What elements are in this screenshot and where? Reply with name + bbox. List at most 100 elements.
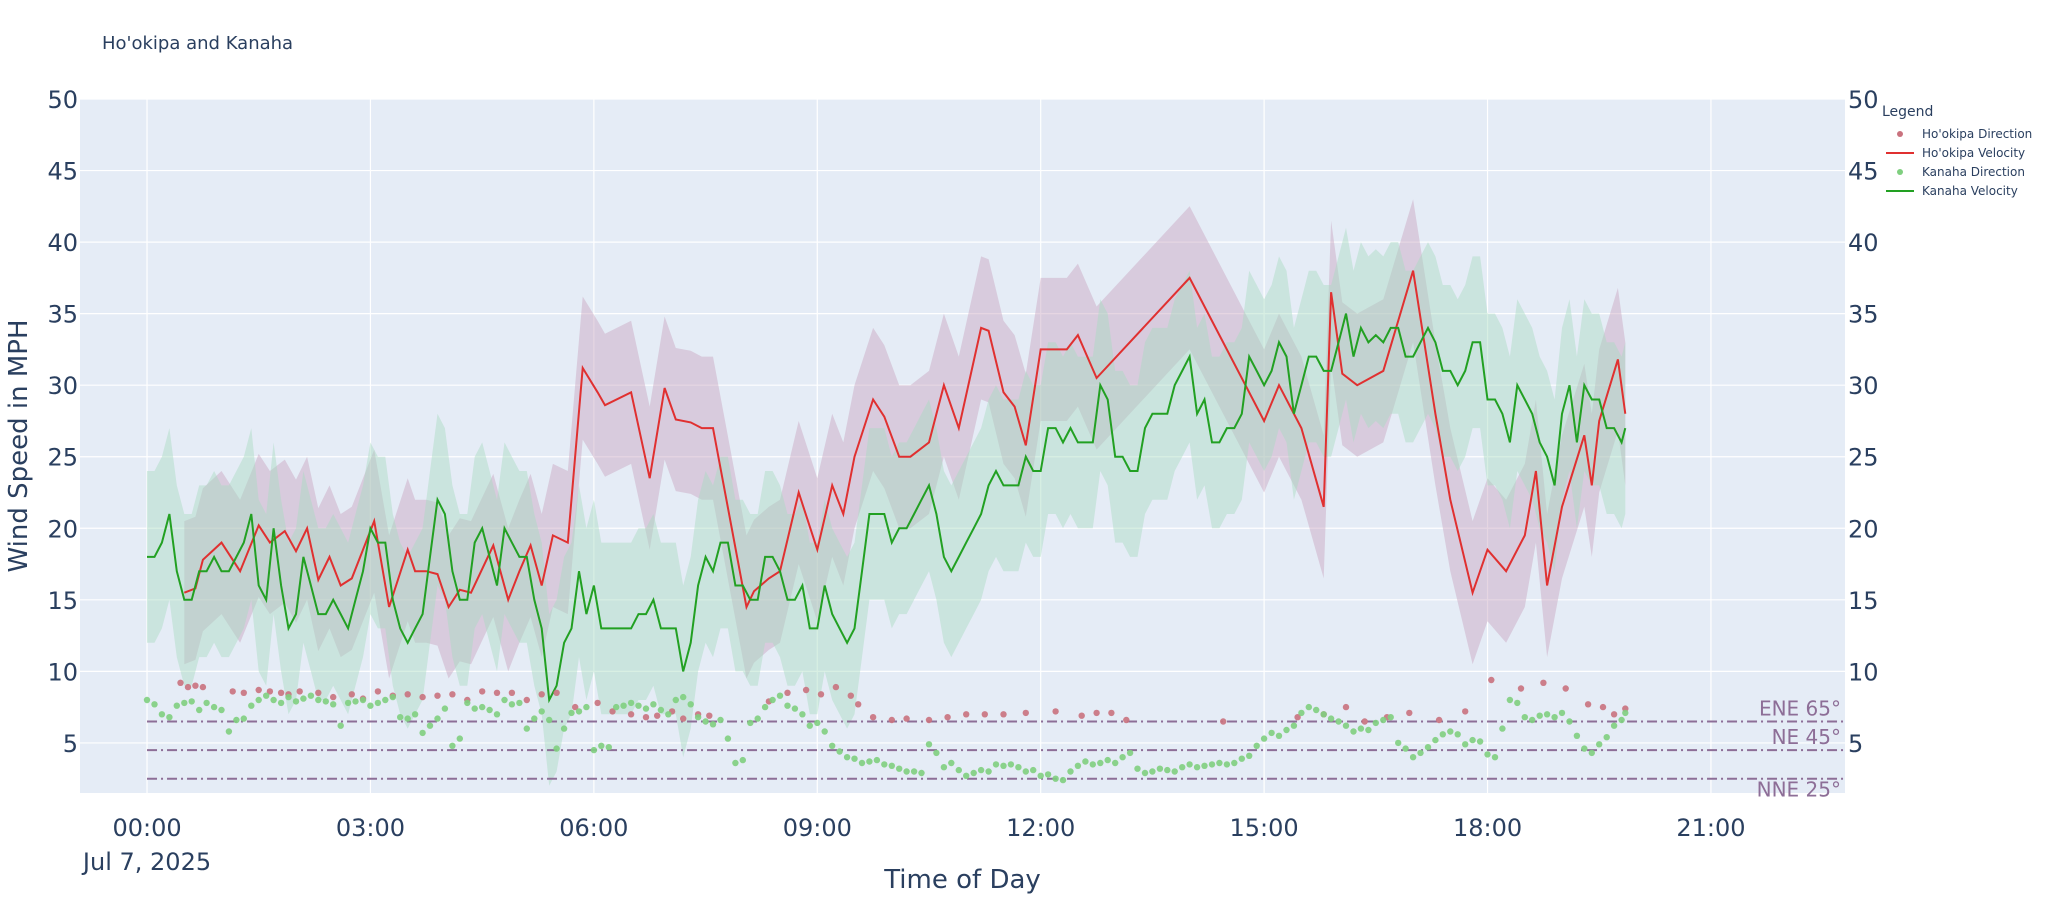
direction-point bbox=[858, 759, 866, 767]
direction-point bbox=[501, 696, 508, 704]
x-tick-label: 18:00 bbox=[1453, 814, 1522, 842]
legend-swatch-shape bbox=[1897, 130, 1903, 137]
direction-point bbox=[851, 755, 858, 762]
direction-point bbox=[977, 766, 985, 774]
direction-point bbox=[143, 696, 151, 704]
x-tick-label: 21:00 bbox=[1676, 814, 1745, 842]
direction-point bbox=[359, 696, 367, 704]
direction-point bbox=[575, 708, 583, 715]
direction-point bbox=[1156, 765, 1164, 772]
direction-point bbox=[1223, 761, 1231, 768]
direction-point bbox=[754, 715, 761, 722]
direction-point bbox=[419, 693, 426, 701]
direction-point bbox=[1022, 709, 1029, 717]
direction-point bbox=[1622, 709, 1629, 717]
legend-item-label: Kanaha Direction bbox=[1922, 164, 2025, 179]
direction-point bbox=[225, 728, 233, 735]
direction-point bbox=[761, 703, 769, 711]
direction-point bbox=[277, 689, 285, 696]
direction-point bbox=[330, 693, 337, 701]
direction-point bbox=[843, 754, 851, 761]
x-tick-label: 12:00 bbox=[1006, 814, 1075, 842]
direction-point bbox=[315, 689, 322, 696]
x-tick-label: 00:00 bbox=[112, 814, 181, 842]
direction-point bbox=[1000, 711, 1007, 718]
direction-point bbox=[300, 695, 307, 702]
direction-point bbox=[1193, 764, 1201, 771]
reference-line-label: ENE 65° bbox=[1759, 696, 1841, 720]
direction-point bbox=[218, 706, 225, 714]
grid-lines bbox=[80, 98, 1845, 793]
x-axis-title: Time of Day bbox=[883, 865, 1041, 895]
y-tick-label: 5 bbox=[63, 730, 78, 758]
direction-point bbox=[687, 701, 694, 708]
direction-point bbox=[642, 705, 650, 712]
direction-point bbox=[1596, 741, 1603, 748]
direction-point bbox=[464, 699, 471, 707]
direction-point bbox=[1536, 712, 1543, 719]
y-tick-label: 40 bbox=[47, 229, 78, 257]
direction-point bbox=[1454, 731, 1461, 738]
direction-point bbox=[836, 748, 843, 755]
legend-item[interactable]: Kanaha Direction bbox=[1882, 162, 2032, 181]
direction-point bbox=[944, 714, 951, 721]
direction-point bbox=[572, 703, 579, 711]
direction-point bbox=[903, 768, 910, 775]
direction-point bbox=[832, 683, 840, 691]
direction-point bbox=[1015, 764, 1022, 771]
y-tick-label: 20 bbox=[1848, 515, 1879, 543]
direction-point bbox=[1246, 752, 1253, 759]
direction-point bbox=[1119, 754, 1126, 761]
y-tick-label: 45 bbox=[47, 158, 78, 186]
direction-point bbox=[508, 701, 516, 708]
direction-point bbox=[739, 756, 746, 764]
direction-point bbox=[963, 711, 970, 718]
legend-swatch-shape bbox=[1886, 151, 1914, 154]
legend-item[interactable]: Ho'okipa Direction bbox=[1882, 124, 2032, 143]
y-tick-label: 50 bbox=[1848, 86, 1879, 114]
direction-point bbox=[747, 719, 754, 727]
y-tick-label: 15 bbox=[47, 587, 78, 615]
legend-item[interactable]: Ho'okipa Velocity bbox=[1882, 143, 2032, 162]
direction-point bbox=[1074, 762, 1082, 769]
direction-point bbox=[1618, 716, 1625, 724]
direction-point bbox=[173, 702, 180, 709]
direction-point bbox=[594, 699, 601, 707]
y-tick-label: 30 bbox=[1848, 372, 1879, 400]
direction-point bbox=[419, 729, 426, 737]
y-tick-label: 30 bbox=[47, 372, 78, 400]
legend-item-label: Kanaha Velocity bbox=[1922, 183, 2018, 198]
direction-point bbox=[538, 691, 545, 698]
direction-point bbox=[1097, 759, 1104, 767]
reference-line-label: NNE 25° bbox=[1757, 778, 1841, 802]
direction-point bbox=[881, 761, 888, 768]
direction-point bbox=[1216, 759, 1223, 767]
direction-point bbox=[1078, 712, 1085, 719]
direction-point bbox=[1610, 722, 1618, 729]
direction-point bbox=[248, 702, 255, 709]
direction-point bbox=[1082, 758, 1089, 765]
velocity-line bbox=[183, 270, 1627, 611]
direction-point bbox=[1462, 741, 1469, 748]
direction-point bbox=[479, 703, 486, 711]
direction-point bbox=[1588, 749, 1596, 757]
legend-marker-swatch bbox=[1882, 128, 1918, 140]
direction-point bbox=[1406, 709, 1413, 717]
direction-point bbox=[1112, 759, 1119, 767]
legend-item[interactable]: Kanaha Velocity bbox=[1882, 181, 2032, 200]
direction-point bbox=[1201, 762, 1208, 769]
direction-point bbox=[1540, 679, 1547, 686]
direction-point bbox=[348, 691, 355, 698]
direction-point bbox=[888, 716, 895, 724]
direction-point bbox=[1469, 736, 1476, 744]
direction-point bbox=[1558, 709, 1566, 717]
direction-point bbox=[925, 741, 933, 748]
direction-point bbox=[270, 696, 277, 704]
direction-point bbox=[654, 712, 661, 719]
direction-point bbox=[1342, 703, 1350, 711]
direction-point bbox=[1022, 768, 1029, 775]
direction-point bbox=[1380, 716, 1387, 724]
direction-point bbox=[1059, 776, 1067, 784]
direction-point bbox=[1000, 762, 1007, 769]
direction-point bbox=[1488, 676, 1495, 684]
